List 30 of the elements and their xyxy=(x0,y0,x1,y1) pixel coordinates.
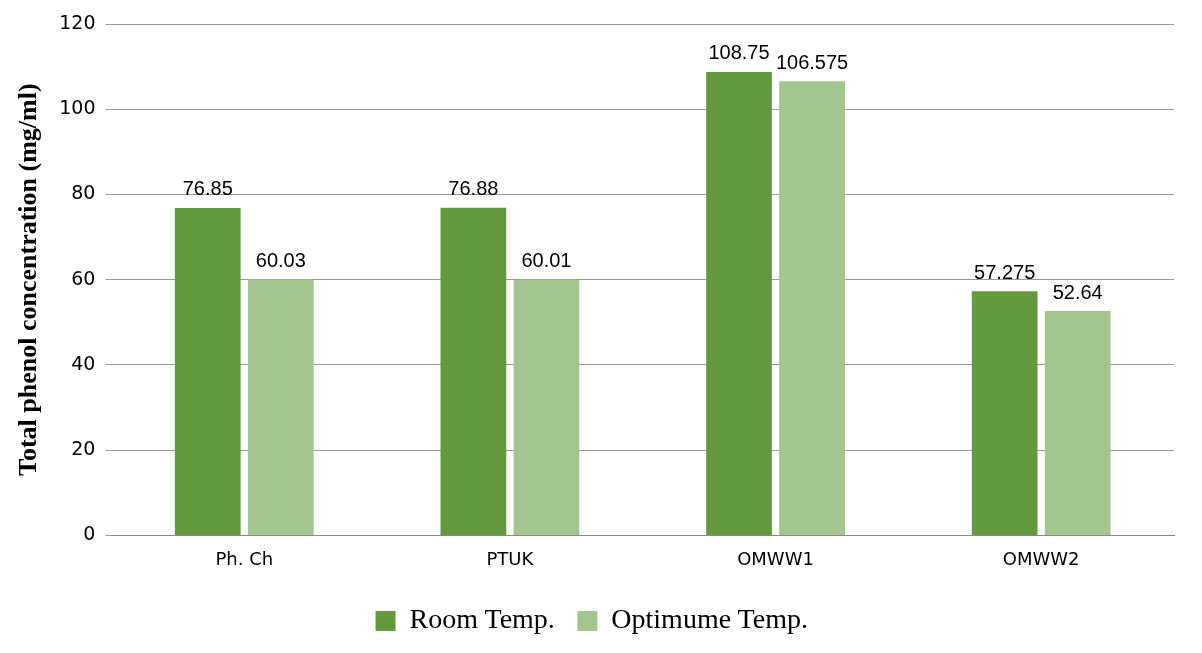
bar xyxy=(174,207,241,535)
x-tick-label: OMWW1 xyxy=(737,547,814,569)
bar xyxy=(1044,311,1111,535)
data-label: 60.03 xyxy=(255,249,306,272)
x-tick-label: OMWW2 xyxy=(1002,547,1080,569)
bar xyxy=(247,279,314,535)
data-label: 76.88 xyxy=(448,177,499,200)
y-tick-label: 100 xyxy=(59,96,96,119)
data-label: 52.64 xyxy=(1052,280,1103,303)
y-tick-label: 80 xyxy=(71,181,96,204)
data-label: 60.01 xyxy=(521,249,572,272)
data-label: 76.85 xyxy=(182,177,233,200)
y-tick-label: 60 xyxy=(71,266,96,289)
legend-label: Room Temp. xyxy=(409,603,555,635)
bar xyxy=(440,207,507,535)
data-label: 108.75 xyxy=(708,41,770,64)
y-axis-title: Total phenol concentration (mg/ml) xyxy=(13,83,43,477)
x-tick-label: PTUK xyxy=(486,547,535,569)
x-tick-label: Ph. Ch xyxy=(215,547,274,569)
data-label: 57.275 xyxy=(974,260,1036,283)
bar xyxy=(971,291,1038,535)
y-tick-label: 20 xyxy=(71,437,96,460)
y-tick-label: 120 xyxy=(59,10,96,33)
legend-label: Optimume Temp. xyxy=(611,603,808,635)
y-tick-label: 40 xyxy=(71,351,96,374)
data-label: 106.575 xyxy=(775,50,849,73)
bar xyxy=(779,81,845,535)
bar xyxy=(706,71,772,535)
bar xyxy=(513,279,580,535)
y-tick-label: 0 xyxy=(83,522,96,545)
